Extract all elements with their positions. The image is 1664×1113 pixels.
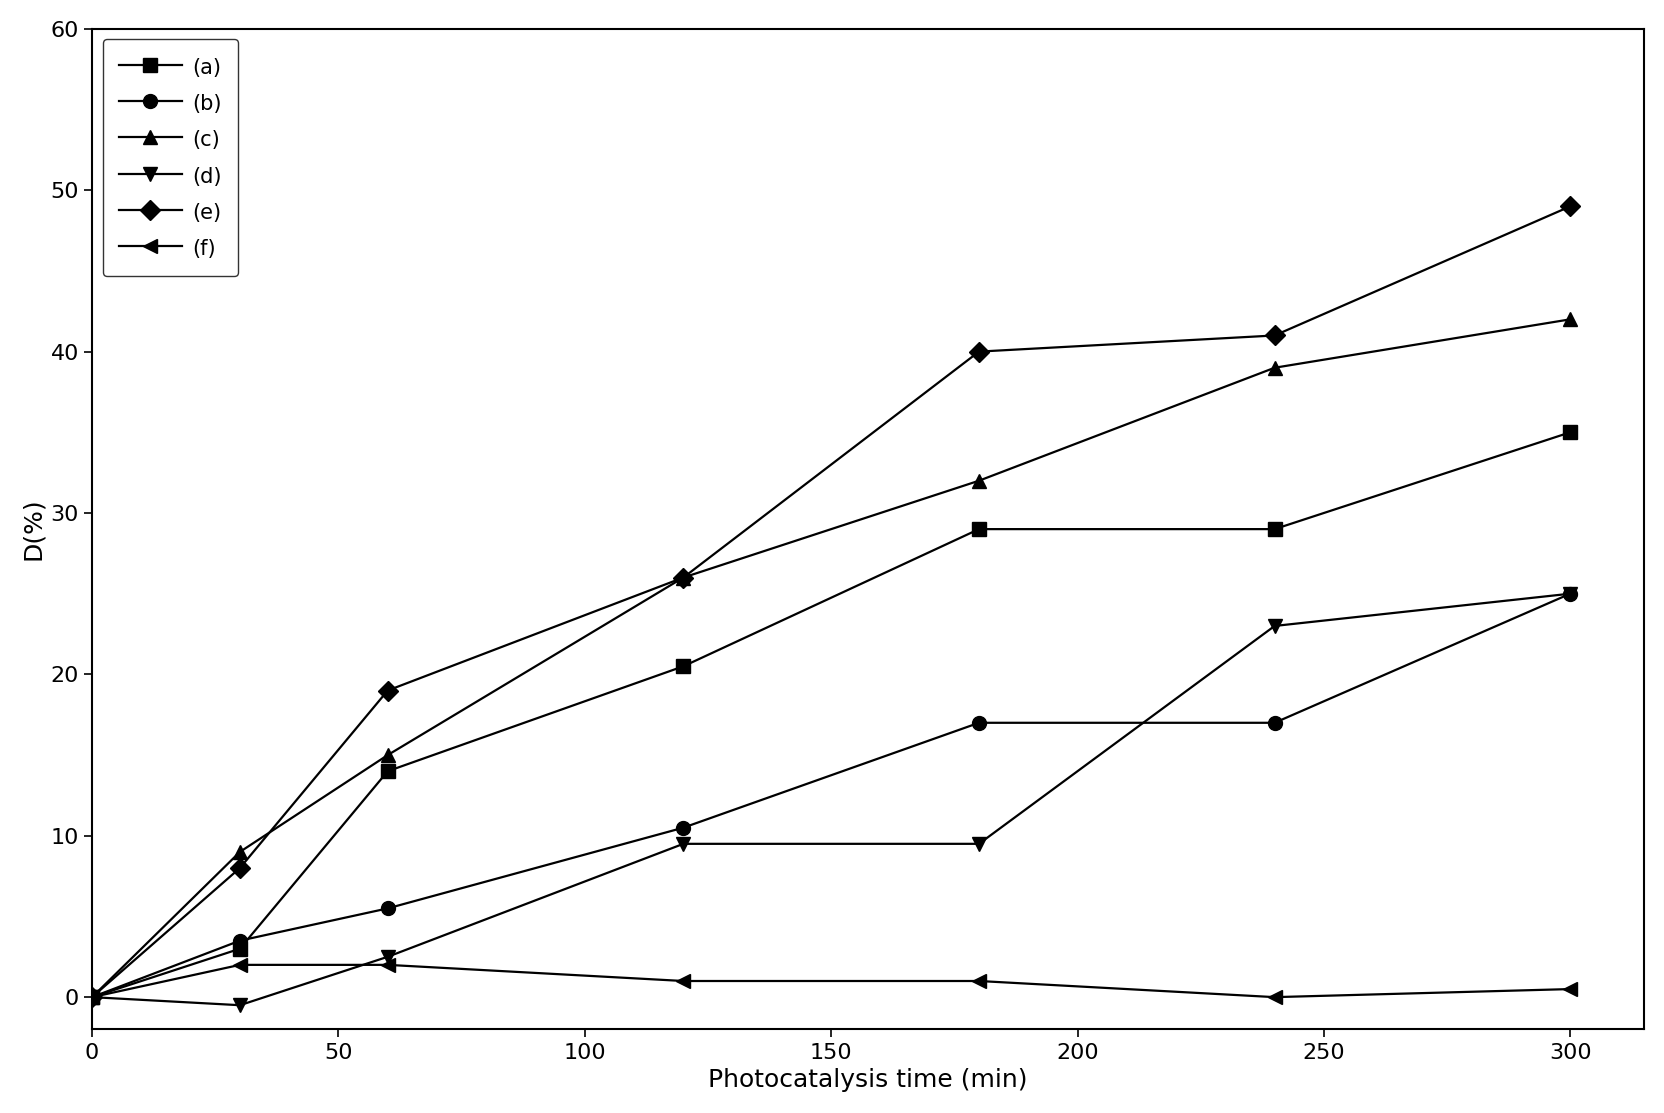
(e) (230, 861, 250, 875)
(c) (230, 845, 250, 858)
(b) (230, 934, 250, 947)
(a) (230, 942, 250, 955)
(f) (378, 958, 398, 972)
(d) (82, 991, 102, 1004)
(f) (1265, 991, 1285, 1004)
(a) (672, 660, 692, 673)
(a) (82, 991, 102, 1004)
(f) (968, 974, 988, 987)
Line: (d): (d) (85, 587, 1576, 1012)
(c) (82, 991, 102, 1004)
Line: (e): (e) (85, 199, 1576, 1004)
X-axis label: Photocatalysis time (min): Photocatalysis time (min) (707, 1068, 1027, 1092)
(e) (1559, 199, 1579, 213)
(d) (1265, 619, 1285, 632)
(a) (1559, 425, 1579, 439)
(c) (1559, 313, 1579, 326)
Line: (c): (c) (85, 313, 1576, 1004)
(c) (378, 748, 398, 761)
(c) (1265, 361, 1285, 374)
(b) (968, 716, 988, 729)
(d) (968, 837, 988, 850)
(a) (968, 522, 988, 535)
(e) (82, 991, 102, 1004)
(f) (1559, 983, 1579, 996)
(b) (1265, 716, 1285, 729)
(d) (378, 951, 398, 964)
(e) (968, 345, 988, 358)
(d) (672, 837, 692, 850)
(d) (1559, 587, 1579, 600)
(f) (230, 958, 250, 972)
(a) (378, 765, 398, 778)
Line: (b): (b) (85, 587, 1576, 1004)
Legend: (a), (b), (c), (d), (e), (f): (a), (b), (c), (d), (e), (f) (103, 39, 238, 276)
(c) (672, 571, 692, 584)
(c) (968, 474, 988, 487)
(f) (82, 991, 102, 1004)
(f) (672, 974, 692, 987)
(a) (1265, 522, 1285, 535)
(b) (82, 991, 102, 1004)
(d) (230, 998, 250, 1012)
(e) (672, 571, 692, 584)
(b) (672, 821, 692, 835)
Line: (f): (f) (85, 958, 1576, 1004)
(e) (378, 683, 398, 697)
(e) (1265, 328, 1285, 342)
(b) (1559, 587, 1579, 600)
Y-axis label: D(%): D(%) (22, 498, 45, 561)
(b) (378, 902, 398, 915)
Line: (a): (a) (85, 425, 1576, 1004)
